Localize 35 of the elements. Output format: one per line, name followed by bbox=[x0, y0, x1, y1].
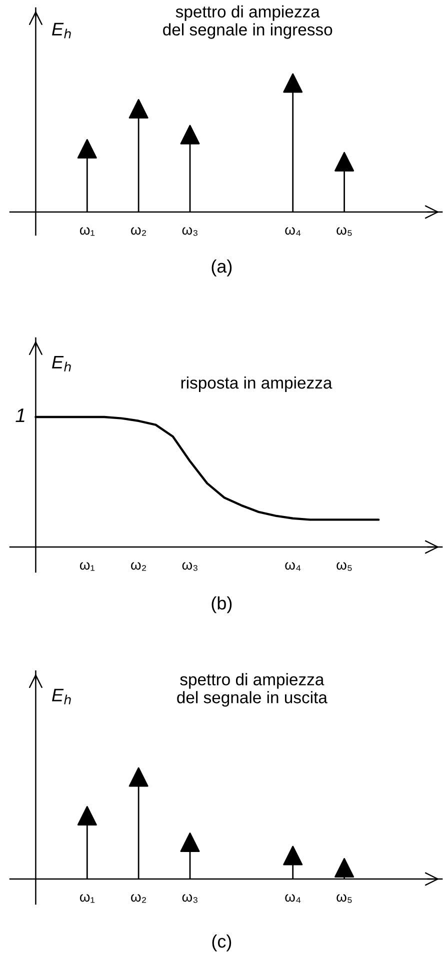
point bbox=[180, 124, 200, 144]
x-tick-label: ω₂ bbox=[131, 562, 146, 571]
x-tick-label: ω₅ bbox=[336, 894, 352, 903]
x-tick-label: ω₃ bbox=[182, 227, 198, 236]
x-tick-label: ω₂ bbox=[131, 894, 146, 903]
point bbox=[77, 139, 97, 159]
x-tick-label: ω₃ bbox=[182, 894, 198, 903]
y-axis-title: E$_{h}$ bbox=[52, 688, 71, 704]
x-tick-label: ω₄ bbox=[285, 562, 301, 571]
text: (a) bbox=[212, 260, 232, 276]
chart-title: risposta in ampiezza bbox=[181, 376, 332, 392]
text: 1 bbox=[16, 408, 24, 422]
point bbox=[334, 152, 354, 172]
y-axis-title: E$_{h}$ bbox=[52, 22, 71, 38]
point bbox=[128, 767, 148, 787]
point bbox=[180, 832, 200, 852]
x-tick-label: ω₂ bbox=[131, 227, 146, 236]
point bbox=[283, 73, 303, 93]
x-tick-label: ω₁ bbox=[80, 894, 95, 903]
x-tick-label: ω₅ bbox=[336, 562, 352, 571]
chart-title: spettro di ampiezza del segnale in uscita bbox=[177, 673, 328, 707]
chart-title: spettro di ampiezza del segnale in ingresso bbox=[163, 5, 332, 39]
x-tick-label: ω₄ bbox=[285, 227, 301, 236]
x-tick-label: ω₁ bbox=[80, 562, 95, 571]
point bbox=[283, 846, 303, 866]
point bbox=[77, 806, 97, 826]
x-tick-label: ω₄ bbox=[285, 894, 301, 903]
text: (b) bbox=[212, 596, 232, 614]
x-tick-label: ω₁ bbox=[80, 227, 95, 236]
text: (c) bbox=[212, 934, 232, 952]
x-tick-label: ω₃ bbox=[182, 562, 198, 571]
y-axis-title: E$_{h}$ bbox=[52, 356, 71, 372]
point bbox=[334, 858, 354, 878]
point bbox=[128, 99, 148, 119]
x-tick-label: ω₅ bbox=[336, 227, 352, 236]
